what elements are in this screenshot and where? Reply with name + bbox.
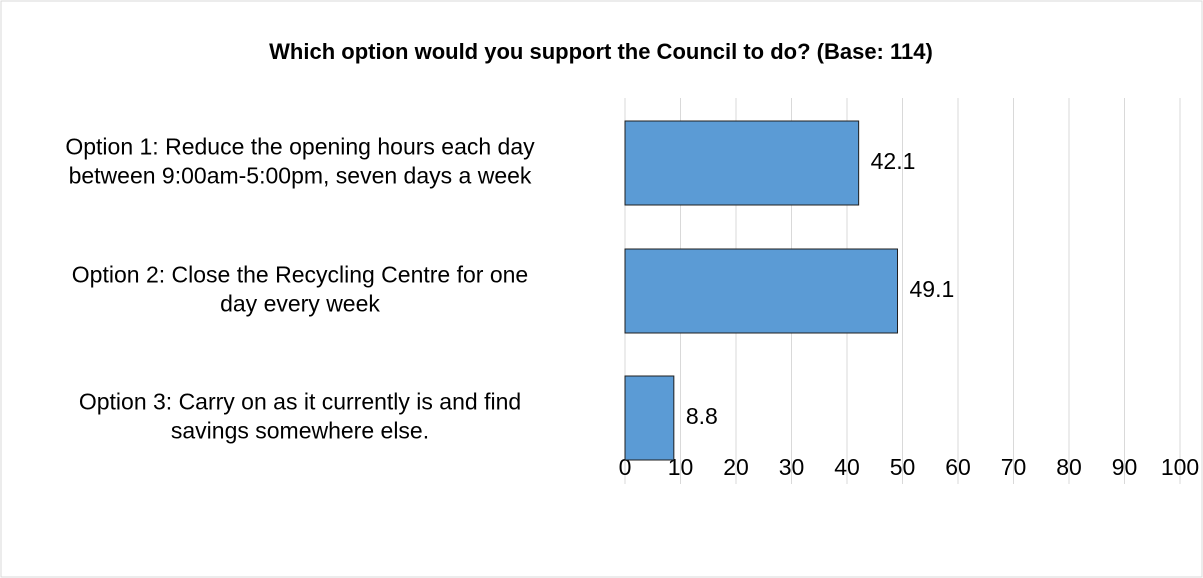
x-tick-label: 20 <box>723 454 749 480</box>
x-tick-label: 30 <box>779 454 805 480</box>
y-tick-label: Option 1: Reduce the opening hours each … <box>65 134 535 160</box>
x-tick-label: 0 <box>619 454 632 480</box>
x-tick-label: 80 <box>1056 454 1082 480</box>
bar <box>624 375 675 461</box>
x-tick-label: 60 <box>945 454 971 480</box>
x-tick-label: 50 <box>890 454 916 480</box>
data-label: 42.1 <box>871 148 916 174</box>
y-tick-label: between 9:00am-5:00pm, seven days a week <box>69 163 532 189</box>
x-tick-label: 70 <box>1001 454 1027 480</box>
data-label: 8.8 <box>686 403 718 429</box>
x-tick-label: 90 <box>1112 454 1138 480</box>
y-tick-label: Option 3: Carry on as it currently is an… <box>79 389 521 415</box>
x-tick-label: 100 <box>1161 454 1199 480</box>
x-tick-label: 40 <box>834 454 860 480</box>
bar <box>624 120 860 206</box>
data-label: 49.1 <box>910 276 955 302</box>
y-tick-label: day every week <box>220 291 380 317</box>
y-tick-label: savings somewhere else. <box>171 418 429 444</box>
chart-title: Which option would you support the Counc… <box>269 39 933 64</box>
y-tick-label: Option 2: Close the Recycling Centre for… <box>72 262 528 288</box>
bar <box>624 248 899 334</box>
